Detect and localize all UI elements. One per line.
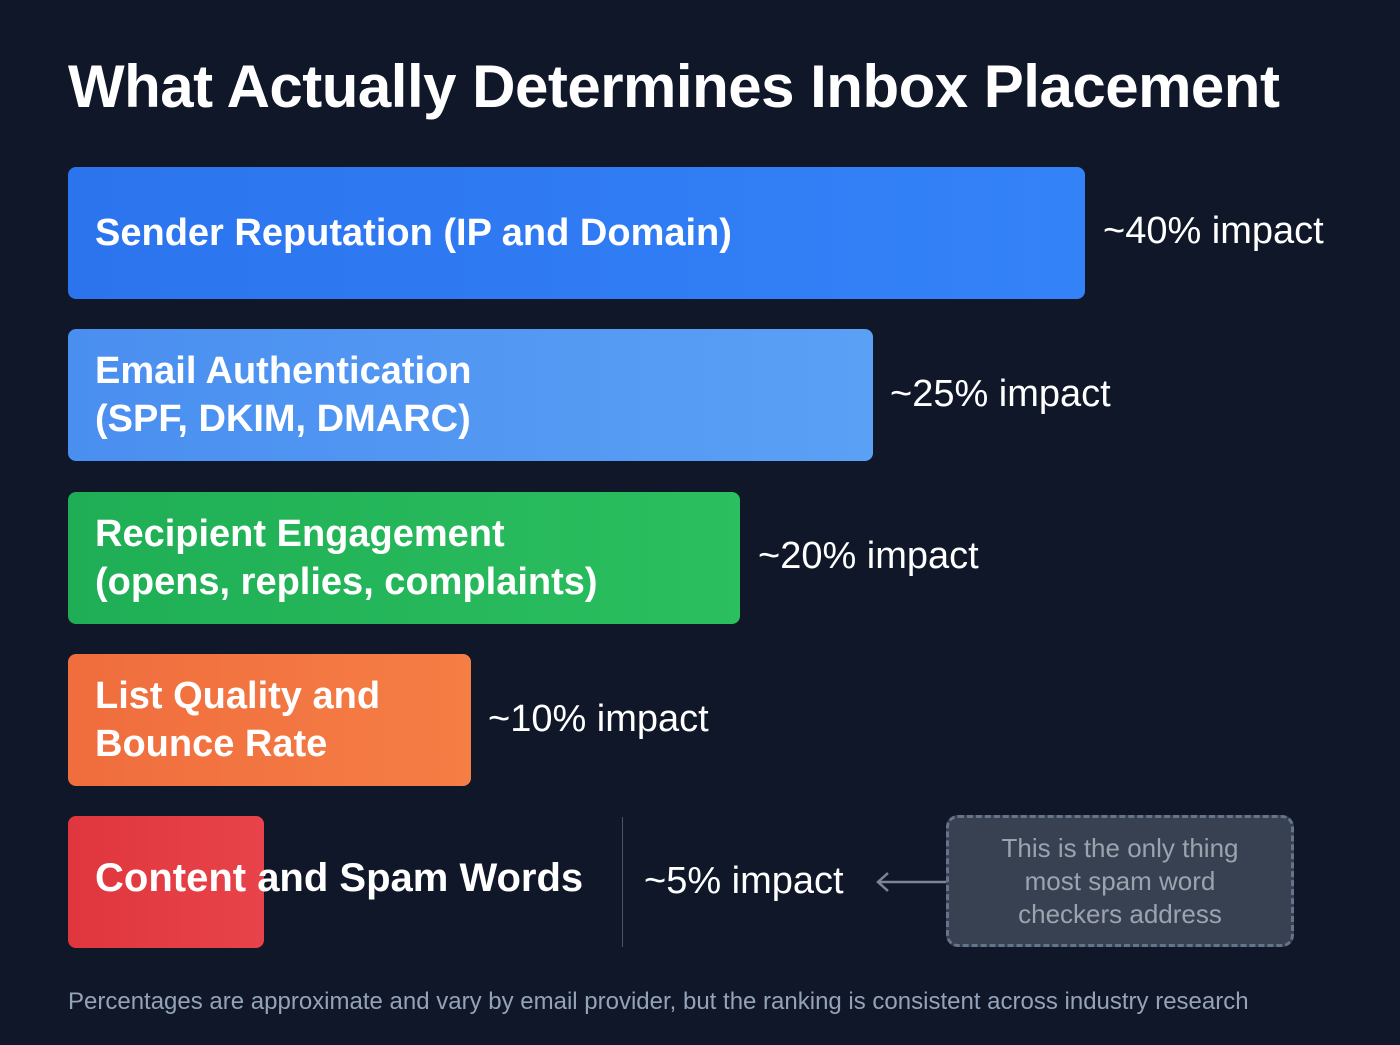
bar-recipient-engagement: Recipient Engagement (opens, replies, co… [68,492,740,624]
bar-label: Email Authentication (SPF, DKIM, DMARC) [95,350,472,440]
bar-list-quality: List Quality and Bounce Rate [68,654,471,786]
bar-label: Content and Spam Words [95,856,584,900]
bar-sender-reputation: Sender Reputation (IP and Domain) [68,167,1085,299]
impact-label: ~5% impact [644,860,844,902]
annotation-text: This is the only thing most spam word ch… [1001,832,1239,929]
arrow-left-icon [876,872,946,892]
impact-label: ~10% impact [488,698,709,740]
bar-content-spam-words [68,816,264,948]
divider [622,817,623,947]
footnote: Percentages are approximate and vary by … [68,988,1249,1015]
bar-email-authentication: Email Authentication (SPF, DKIM, DMARC) [68,329,873,461]
impact-label: ~25% impact [890,373,1111,415]
bar-label: Recipient Engagement (opens, replies, co… [95,513,598,603]
impact-label: ~20% impact [758,535,979,577]
impact-label: ~40% impact [1103,210,1324,252]
bar-label: List Quality and Bounce Rate [95,675,381,765]
annotation-callout: This is the only thing most spam word ch… [946,815,1294,947]
chart-title: What Actually Determines Inbox Placement [68,53,1280,120]
bar-label: Sender Reputation (IP and Domain) [95,212,732,254]
